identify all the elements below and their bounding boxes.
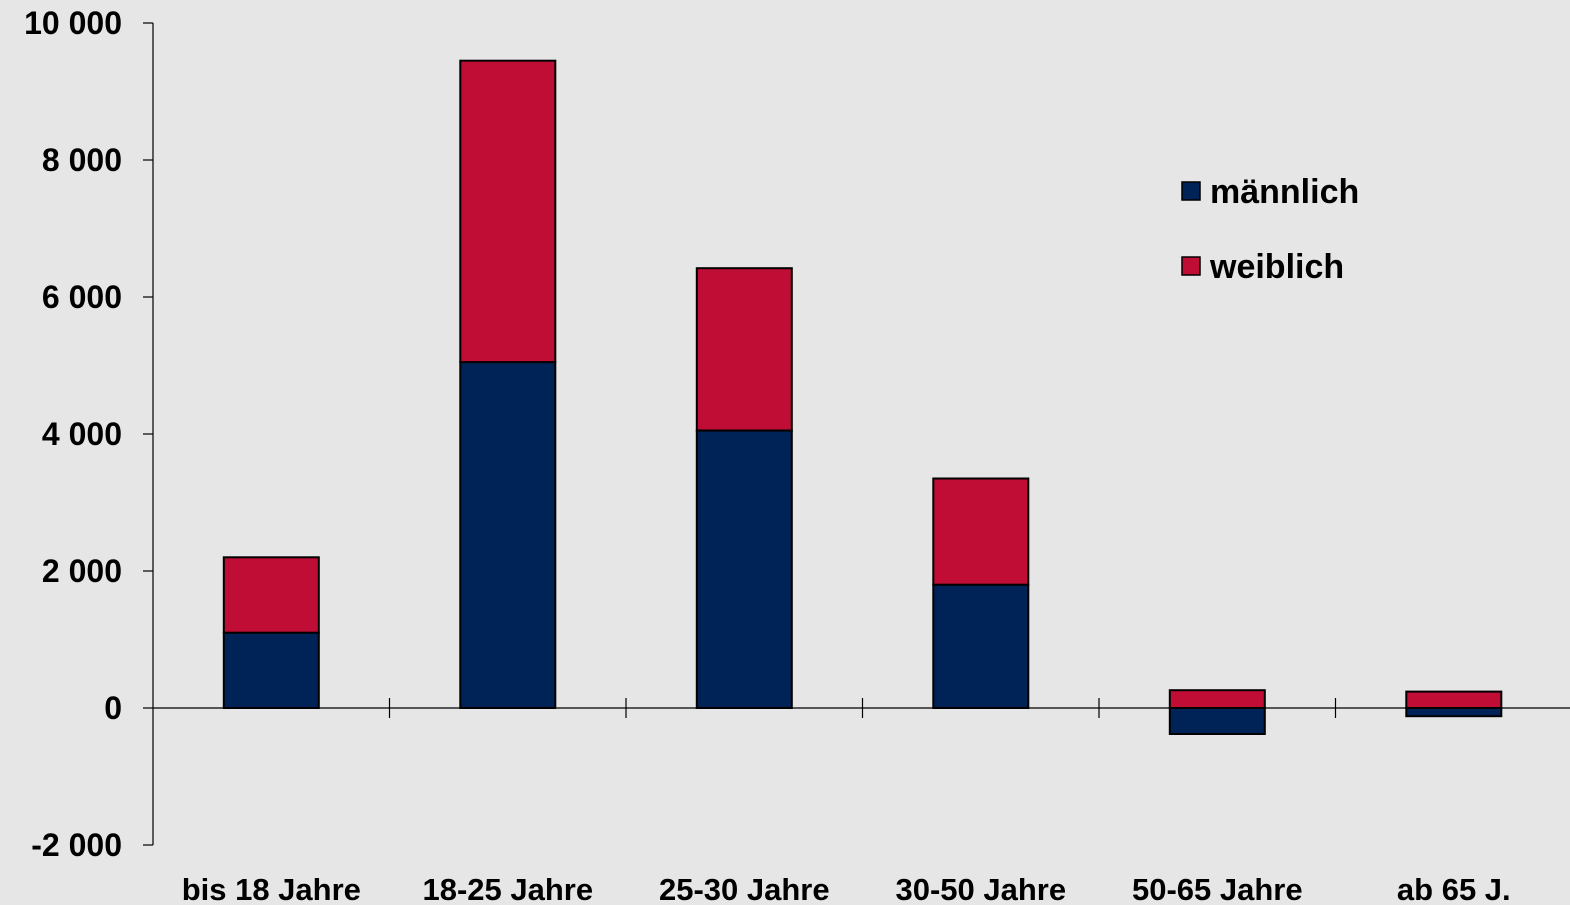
bar-weiblich-1 [459,59,557,364]
category-labels-layer: bis 18 Jahre 18-25 Jahre 25-30 Jahre 30-50 … [182,872,1511,905]
category-label-5: ab 65 J. [1397,872,1511,905]
y-tick-label-2: 2 000 [42,553,122,589]
legend: männlich weiblich [1181,173,1359,286]
y-tick-label-5: 8 000 [42,142,122,178]
category-label-1: 18-25 Jahre [422,872,593,905]
y-tick-label-6: 10 000 [24,5,122,41]
category-label-0: bis 18 Jahre [182,872,361,905]
category-label-3: 30-50 Jahre [895,872,1066,905]
bar-weiblich-0 [222,556,320,634]
legend-swatch-1 [1181,256,1201,276]
category-label-2: 25-30 Jahre [659,872,830,905]
bar-weiblich-4 [1168,689,1266,710]
bar-maennlich-2 [695,429,793,709]
bar-maennlich-0 [222,631,320,709]
legend-swatch-0 [1181,181,1201,201]
bar-weiblich-3 [932,477,1030,586]
legend-label-1: weiblich [1209,248,1344,286]
legend-label-0: männlich [1210,173,1359,211]
bar-maennlich-4 [1168,707,1266,735]
y-ticks-layer: -2 000 0 2 000 4 000 6 000 8 000 10 000 [24,5,153,863]
bar-maennlich-1 [459,361,557,709]
bar-maennlich-5 [1405,707,1503,718]
y-tick-label-3: 4 000 [42,416,122,452]
axes-layer [152,23,1570,845]
bar-weiblich-2 [695,267,793,432]
bar-maennlich-3 [932,583,1030,710]
bar-weiblich-5 [1405,690,1503,709]
y-tick-label-1: 0 [104,690,122,726]
y-tick-label-4: 6 000 [42,279,122,315]
category-label-4: 50-65 Jahre [1132,872,1303,905]
y-tick-label-0: -2 000 [31,827,122,863]
bars-layer [222,59,1503,735]
